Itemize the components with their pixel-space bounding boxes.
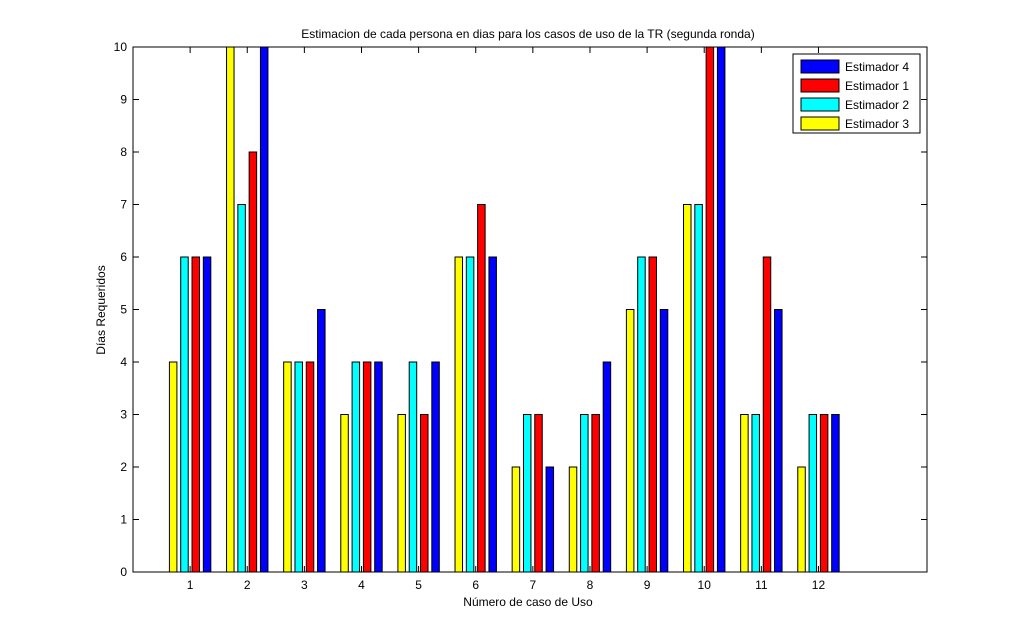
bar-estimador-2-case-9: [637, 256, 646, 573]
y-tick-label: 6: [120, 250, 127, 264]
y-tick-label: 9: [120, 93, 127, 107]
bar-estimador-2-case-12: [808, 414, 818, 573]
bar-estimador-4-case-7: [545, 466, 555, 573]
bar-estimador-1-case-1: [191, 256, 201, 573]
y-tick-label: 1: [120, 513, 127, 527]
x-tick-label: 11: [755, 578, 768, 592]
legend-label: Estimador 2: [845, 98, 909, 112]
bar-estimador-2-case-1: [180, 256, 189, 573]
bar-estimador-2-case-6: [465, 256, 475, 573]
y-tick-label: 8: [120, 145, 127, 159]
x-tick-label: 8: [587, 578, 594, 592]
y-tick-label: 5: [120, 303, 127, 317]
bar-estimador-4-case-11: [774, 309, 783, 573]
bar-estimador-1-case-8: [591, 414, 600, 573]
bar-estimador-2-case-8: [580, 414, 589, 573]
y-tick-label: 10: [114, 40, 128, 54]
bar-estimador-1-case-9: [648, 256, 657, 573]
legend-label: Estimador 1: [845, 79, 909, 93]
legend-swatch-estimador-3: [800, 116, 840, 131]
legend-label: Estimador 4: [845, 60, 909, 74]
x-tick-label: 2: [244, 578, 251, 592]
bar-estimador-1-case-2: [248, 151, 258, 573]
y-tick-label: 4: [120, 355, 127, 369]
bar-estimador-4-case-3: [317, 309, 326, 573]
bar-estimador-1-case-10: [705, 46, 715, 573]
bar-estimador-4-case-10: [716, 46, 726, 573]
bar-estimador-3-case-8: [568, 466, 578, 573]
bar-estimador-2-case-5: [408, 361, 418, 573]
bar-estimador-4-case-5: [431, 361, 440, 573]
chart-title: Estimacion de cada persona en dias para …: [301, 27, 754, 41]
y-tick-label: 2: [120, 460, 127, 474]
y-axis-label: Días Requeridos: [94, 265, 108, 354]
y-tick-label: 7: [120, 198, 127, 212]
legend-swatch-estimador-1: [800, 78, 840, 93]
bar-estimador-4-case-2: [259, 46, 269, 573]
x-tick-label: 4: [358, 578, 365, 592]
bar-estimador-1-case-5: [420, 414, 429, 573]
bar-estimador-4-case-8: [602, 361, 612, 573]
x-tick-label: 6: [472, 578, 479, 592]
bar-estimador-2-case-11: [751, 414, 760, 573]
bar-estimador-3-case-7: [511, 466, 521, 573]
bar-estimador-4-case-12: [831, 414, 840, 573]
x-tick-label: 10: [698, 578, 712, 592]
x-tick-label: 1: [187, 578, 194, 592]
bar-estimador-2-case-10: [694, 204, 703, 573]
bar-estimador-1-case-7: [534, 414, 543, 573]
x-axis-label: Número de caso de Uso: [463, 595, 593, 609]
bar-estimador-3-case-5: [397, 414, 406, 573]
bar-estimador-3-case-6: [454, 256, 464, 573]
y-tick-label: 3: [120, 408, 127, 422]
legend-swatch-estimador-4: [800, 59, 840, 74]
x-tick-label: 12: [812, 578, 826, 592]
bar-estimador-1-case-12: [819, 414, 829, 573]
bar-estimador-3-case-4: [340, 414, 349, 573]
bar-estimador-2-case-3: [294, 361, 303, 573]
bar-estimador-3-case-12: [797, 466, 806, 573]
bar-estimador-3-case-10: [683, 204, 692, 573]
bar-estimador-3-case-9: [625, 309, 635, 573]
bar-estimador-2-case-2: [237, 204, 246, 573]
bar-estimador-1-case-4: [362, 361, 372, 573]
bar-estimador-2-case-4: [351, 361, 361, 573]
y-tick-label: 0: [120, 565, 127, 579]
legend-swatch-estimador-2: [800, 97, 840, 112]
bar-estimador-3-case-1: [168, 361, 178, 573]
x-tick-label: 9: [644, 578, 651, 592]
bar-estimador-3-case-2: [226, 46, 235, 573]
bar-estimador-1-case-3: [305, 361, 315, 573]
bar-estimador-1-case-6: [477, 204, 486, 573]
x-tick-label: 5: [415, 578, 422, 592]
bar-estimador-1-case-11: [762, 256, 772, 573]
bar-estimador-3-case-3: [283, 361, 292, 573]
bar-estimador-4-case-1: [202, 256, 212, 573]
x-tick-label: 7: [530, 578, 537, 592]
legend-label: Estimador 3: [845, 117, 909, 131]
bar-estimador-4-case-9: [659, 309, 669, 573]
bar-estimador-4-case-6: [488, 256, 497, 573]
bar-estimador-3-case-11: [740, 414, 749, 573]
bar-estimador-4-case-4: [374, 361, 383, 573]
x-tick-label: 3: [301, 578, 308, 592]
legend: Estimador 4 Estimador 1 Estimador 2 Estimad…: [792, 53, 921, 134]
bar-estimador-2-case-7: [522, 414, 532, 573]
